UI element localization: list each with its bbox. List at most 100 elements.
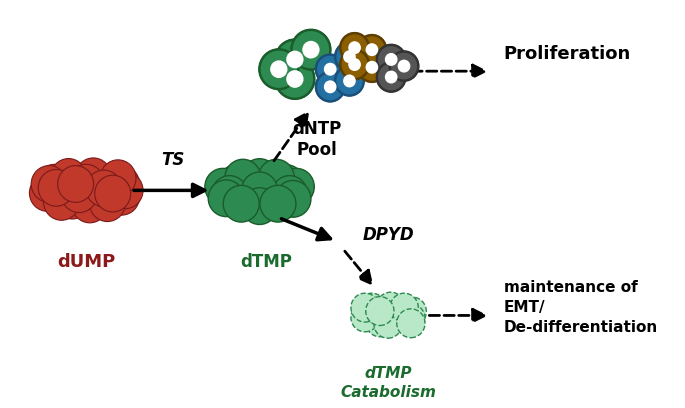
Ellipse shape [54,182,90,219]
Ellipse shape [366,61,378,74]
Ellipse shape [103,166,140,202]
Ellipse shape [390,293,419,322]
Ellipse shape [242,183,277,220]
Ellipse shape [398,60,410,73]
Ellipse shape [260,185,296,222]
Ellipse shape [397,309,425,338]
Ellipse shape [358,53,386,82]
Ellipse shape [324,80,336,93]
Ellipse shape [377,62,406,91]
Ellipse shape [352,297,381,326]
Text: TS: TS [161,151,184,169]
Ellipse shape [390,52,418,80]
Text: DPYD: DPYD [362,226,414,244]
Ellipse shape [336,67,364,95]
Ellipse shape [269,165,304,202]
Text: dUMP: dUMP [57,253,115,271]
Ellipse shape [397,304,425,333]
Ellipse shape [366,43,378,56]
Ellipse shape [343,50,356,63]
Ellipse shape [316,55,345,84]
Ellipse shape [374,301,402,330]
Ellipse shape [275,40,314,79]
Ellipse shape [219,165,254,202]
Ellipse shape [258,159,295,196]
Ellipse shape [302,41,320,58]
Ellipse shape [358,35,386,64]
Ellipse shape [29,175,65,211]
Ellipse shape [377,45,406,74]
Ellipse shape [351,293,379,322]
Ellipse shape [292,30,330,69]
Ellipse shape [90,185,125,222]
Ellipse shape [212,175,247,213]
Ellipse shape [242,188,277,224]
Ellipse shape [61,176,97,213]
Ellipse shape [316,72,345,101]
Ellipse shape [75,158,111,195]
Ellipse shape [366,308,394,337]
Ellipse shape [385,53,397,66]
Ellipse shape [100,160,136,197]
Ellipse shape [242,172,277,209]
Text: dTMP
Catabolism: dTMP Catabolism [340,366,436,400]
Ellipse shape [270,60,288,78]
Ellipse shape [377,292,405,321]
Ellipse shape [358,53,386,82]
Ellipse shape [44,184,79,220]
Ellipse shape [324,63,336,76]
Ellipse shape [228,179,264,216]
Ellipse shape [270,172,306,209]
Ellipse shape [51,159,86,195]
Ellipse shape [213,172,249,209]
Ellipse shape [103,178,140,215]
Ellipse shape [242,159,277,195]
Ellipse shape [377,45,406,74]
Text: dNTP
Pool: dNTP Pool [292,120,342,159]
Text: dTMP: dTMP [240,253,292,271]
Ellipse shape [398,297,426,326]
Ellipse shape [340,33,369,62]
Ellipse shape [286,70,303,88]
Ellipse shape [374,309,402,338]
Ellipse shape [72,186,108,223]
Ellipse shape [336,67,364,95]
Ellipse shape [275,40,314,79]
Ellipse shape [255,179,291,216]
Ellipse shape [377,62,406,91]
Ellipse shape [348,58,361,71]
Ellipse shape [343,74,356,87]
Ellipse shape [348,41,361,54]
Ellipse shape [316,55,345,84]
Ellipse shape [36,164,73,201]
Ellipse shape [340,33,369,62]
Ellipse shape [260,49,298,89]
Text: maintenance of
EMT/
De-differentiation: maintenance of EMT/ De-differentiation [503,280,658,335]
Ellipse shape [86,170,122,207]
Ellipse shape [358,293,386,322]
Ellipse shape [208,180,244,217]
Ellipse shape [390,52,418,80]
Ellipse shape [275,180,311,217]
Ellipse shape [38,169,74,206]
Ellipse shape [366,297,394,326]
Text: Proliferation: Proliferation [503,44,631,62]
Ellipse shape [205,169,241,205]
Ellipse shape [68,164,104,201]
Ellipse shape [275,59,314,99]
Ellipse shape [32,166,67,202]
Ellipse shape [223,185,259,222]
Ellipse shape [278,169,314,205]
Ellipse shape [340,50,369,79]
Ellipse shape [95,175,131,212]
Ellipse shape [336,42,364,71]
Ellipse shape [58,166,94,202]
Ellipse shape [286,51,303,68]
Ellipse shape [340,50,369,79]
Ellipse shape [336,42,364,71]
Ellipse shape [358,35,386,64]
Ellipse shape [316,72,345,101]
Ellipse shape [68,172,104,209]
Ellipse shape [272,175,308,213]
Ellipse shape [242,169,277,205]
